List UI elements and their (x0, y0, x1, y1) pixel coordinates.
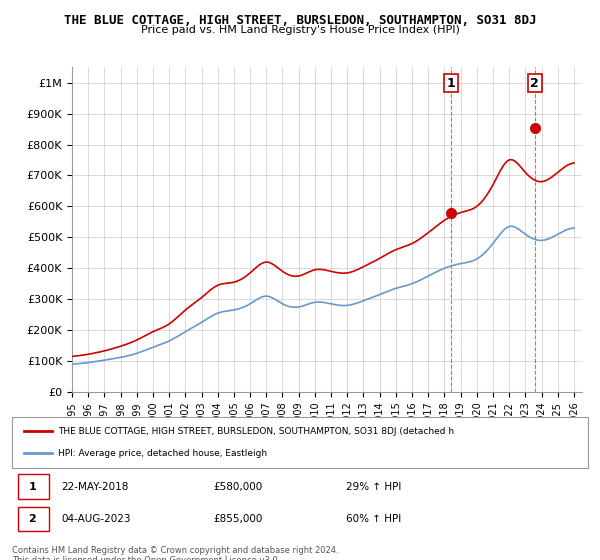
Text: 22-MAY-2018: 22-MAY-2018 (61, 482, 128, 492)
Text: HPI: Average price, detached house, Eastleigh: HPI: Average price, detached house, East… (58, 449, 267, 458)
Text: Price paid vs. HM Land Registry's House Price Index (HPI): Price paid vs. HM Land Registry's House … (140, 25, 460, 35)
Text: THE BLUE COTTAGE, HIGH STREET, BURSLEDON, SOUTHAMPTON, SO31 8DJ (detached h: THE BLUE COTTAGE, HIGH STREET, BURSLEDON… (58, 427, 454, 436)
FancyBboxPatch shape (12, 417, 588, 468)
Text: 1: 1 (28, 482, 36, 492)
Text: 60% ↑ HPI: 60% ↑ HPI (346, 514, 401, 524)
Text: 2: 2 (28, 514, 36, 524)
Text: 29% ↑ HPI: 29% ↑ HPI (346, 482, 401, 492)
Text: 1: 1 (446, 77, 455, 90)
Text: Contains HM Land Registry data © Crown copyright and database right 2024.
This d: Contains HM Land Registry data © Crown c… (12, 546, 338, 560)
Text: £580,000: £580,000 (214, 482, 263, 492)
Text: 2: 2 (530, 77, 539, 90)
Text: 04-AUG-2023: 04-AUG-2023 (61, 514, 130, 524)
Text: £855,000: £855,000 (214, 514, 263, 524)
FancyBboxPatch shape (18, 474, 49, 498)
Text: THE BLUE COTTAGE, HIGH STREET, BURSLEDON, SOUTHAMPTON, SO31 8DJ: THE BLUE COTTAGE, HIGH STREET, BURSLEDON… (64, 14, 536, 27)
FancyBboxPatch shape (18, 507, 49, 531)
